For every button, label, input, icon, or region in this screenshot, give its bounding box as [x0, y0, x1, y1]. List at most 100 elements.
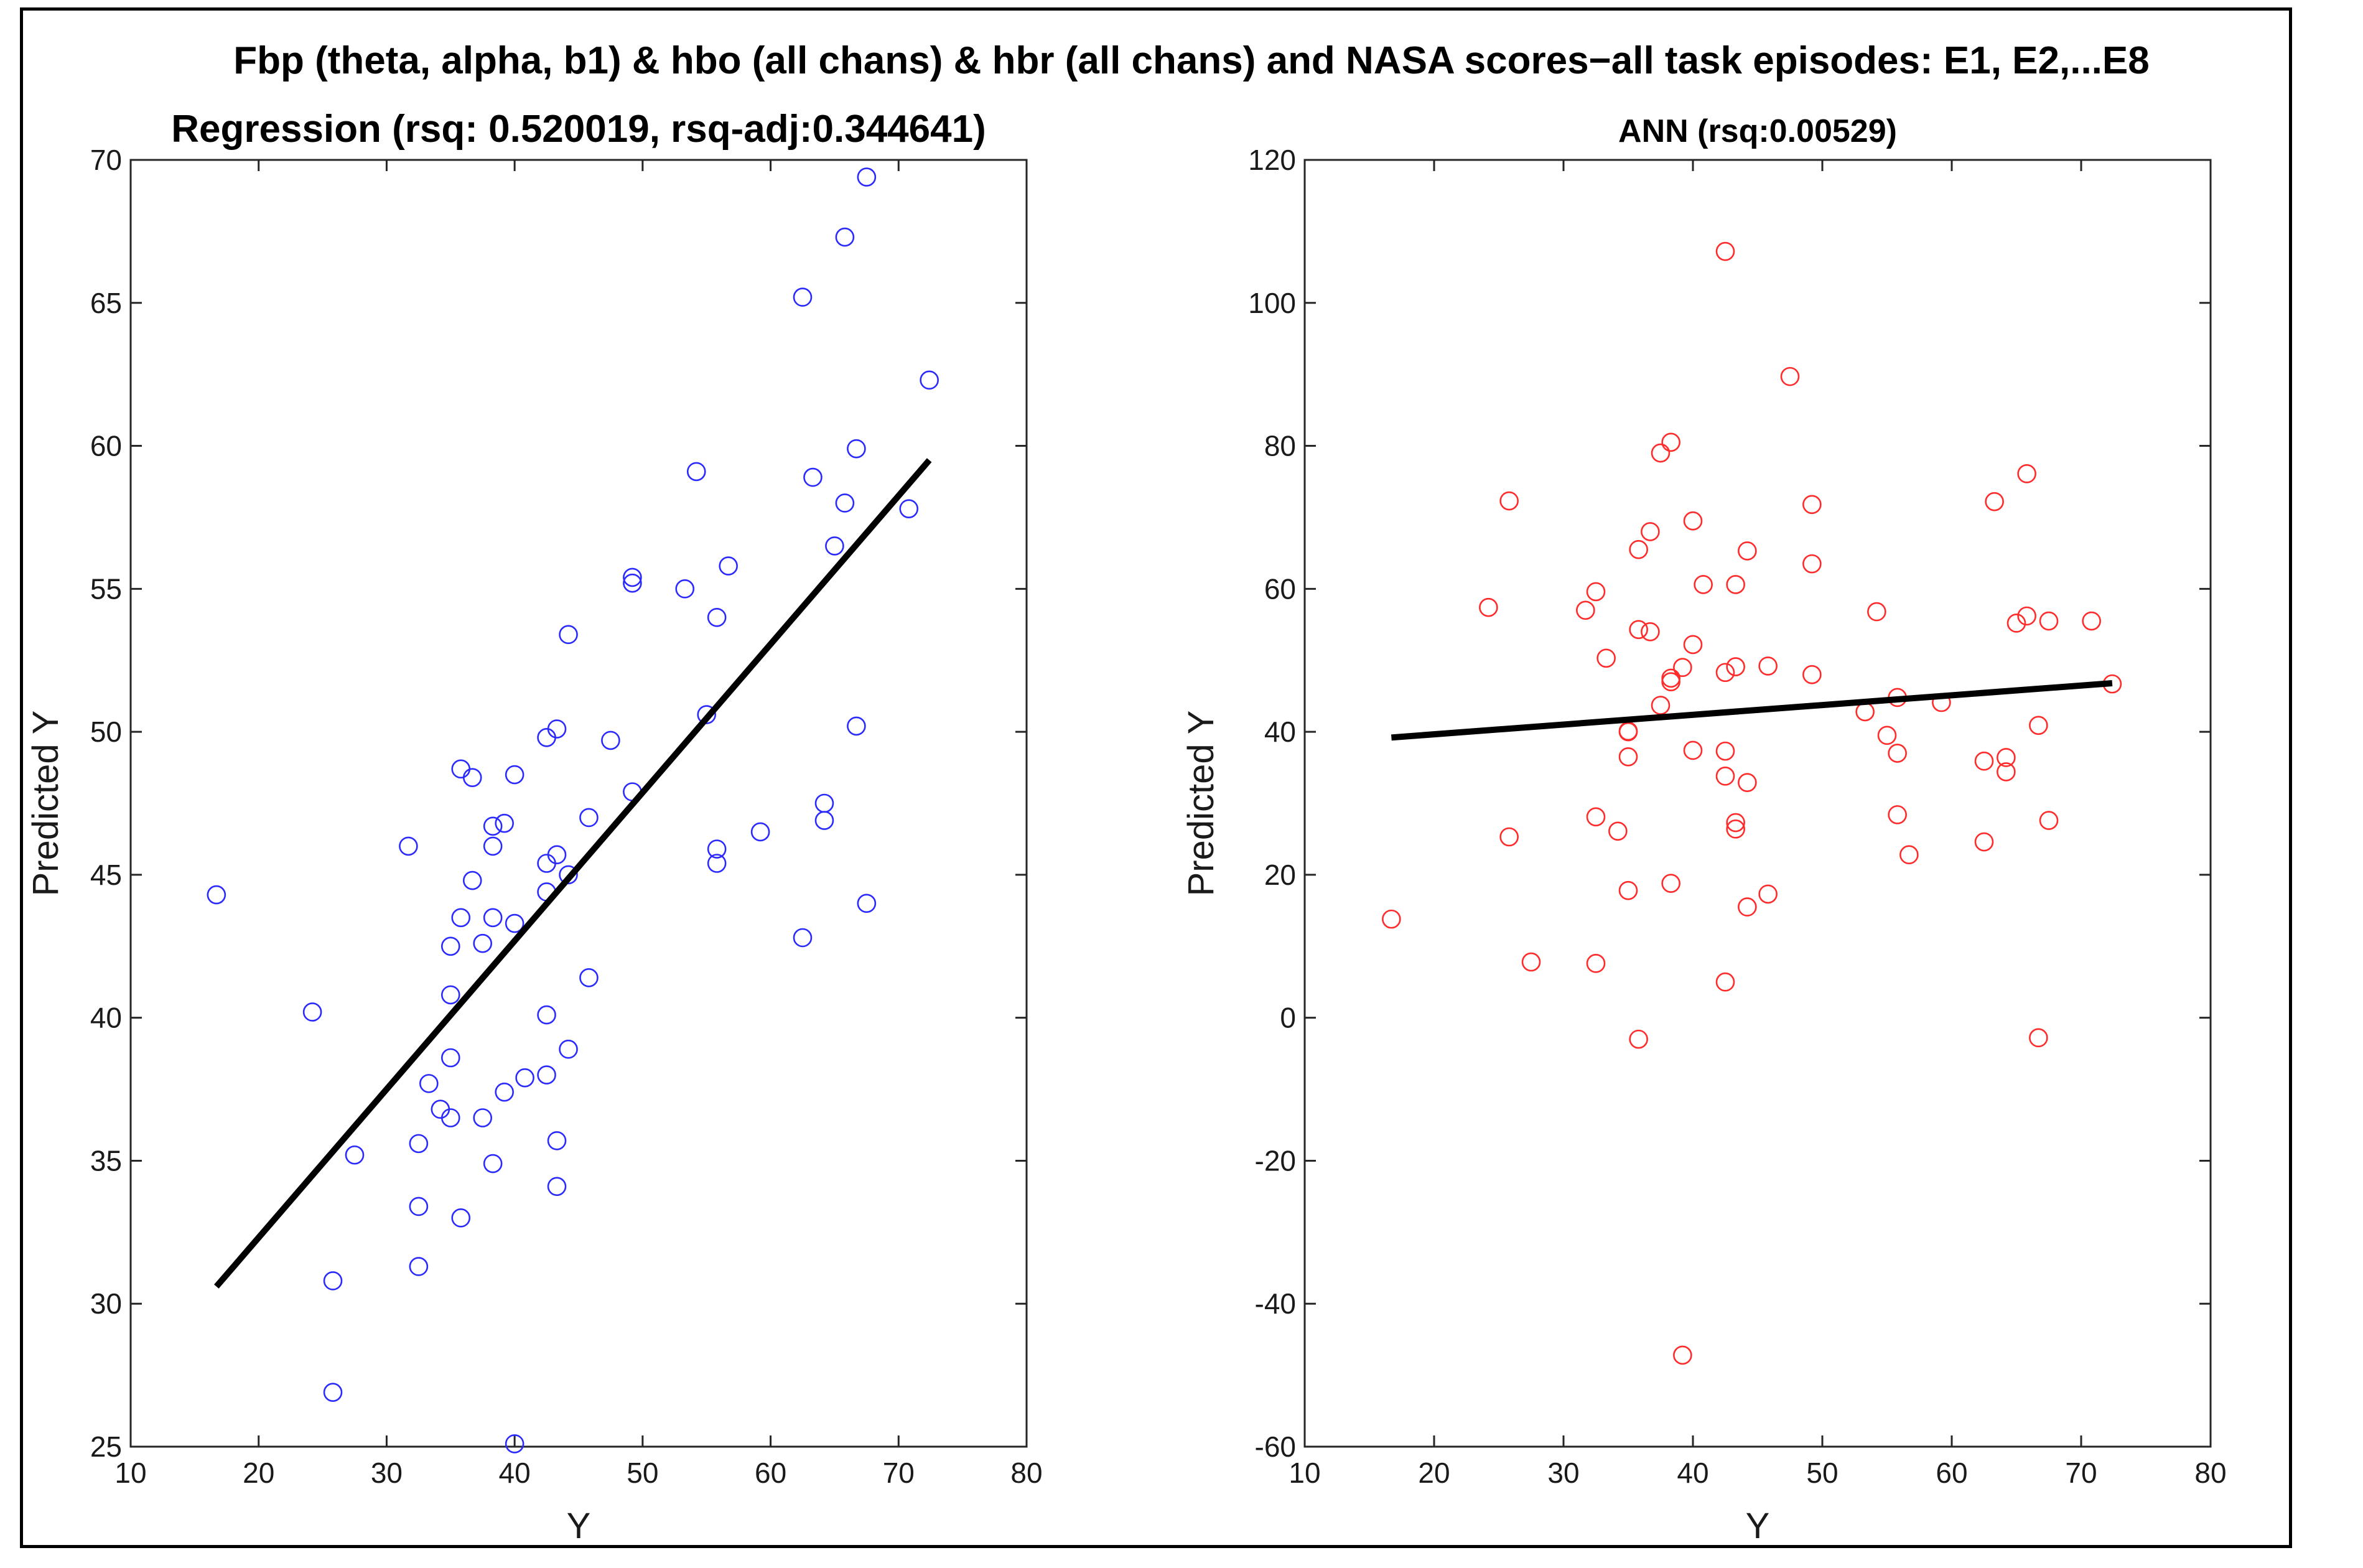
regression-scatter-point — [495, 1082, 514, 1102]
regression-scatter-point — [505, 765, 524, 785]
ann-ytick-label: -60 — [1255, 1430, 1296, 1463]
regression-xtick-label: 50 — [627, 1457, 658, 1489]
regression-scatter-point — [803, 467, 823, 487]
ann-ylabel: Predicted Y — [1181, 711, 1221, 897]
ann-ytick-label: -40 — [1255, 1287, 1296, 1320]
ann-scatter-point — [1997, 748, 2016, 767]
ann-scatter-point — [1802, 554, 1822, 574]
ann-scatter-point — [1673, 1345, 1692, 1365]
ann-scatter-point — [1618, 880, 1638, 900]
ann-scatter-point — [1651, 443, 1671, 463]
regression-scatter-point — [579, 968, 599, 987]
regression-scatter-point — [835, 227, 855, 247]
regression-fit-line — [214, 458, 932, 1289]
regression-scatter-point — [857, 894, 877, 913]
ann-scatter-point — [2017, 606, 2036, 626]
ann-scatter-point — [1758, 656, 1778, 676]
ann-ytick-label: 0 — [1280, 1002, 1296, 1034]
ann-xtick-label: 70 — [2065, 1457, 2097, 1489]
regression-scatter-point — [419, 1074, 439, 1093]
ann-scatter-point — [1651, 696, 1671, 715]
ann-xtick-label: 60 — [1936, 1457, 1967, 1489]
ann-scatter-point — [1715, 767, 1735, 786]
ann-panel: ANN (rsq:0.00529) Y Predicted Y 10 20 30 40… — [1181, 113, 2227, 1546]
ann-scatter-point — [1586, 807, 1606, 827]
ann-scatter-point — [1867, 602, 1886, 622]
ann-ytick-label: 120 — [1248, 144, 1296, 176]
ann-scatter-point — [2039, 811, 2059, 830]
ann-scatter-point — [1641, 522, 1660, 541]
ann-scatter-point — [1629, 620, 1648, 640]
ann-scatter-point — [1888, 805, 1907, 824]
regression-scatter-point — [505, 1434, 524, 1454]
regression-scatter-point — [899, 499, 919, 518]
ann-scatter-point — [1608, 821, 1628, 841]
regression-scatter-point — [483, 836, 503, 856]
ann-scatter-point — [1521, 952, 1541, 972]
ann-scatter-point — [1974, 832, 1994, 852]
regression-scatter-point — [462, 870, 482, 890]
regression-scatter-point — [515, 1068, 534, 1088]
regression-scatter-point — [814, 811, 834, 830]
ann-scatter-point — [1715, 663, 1735, 683]
regression-scatter-point — [686, 462, 706, 482]
ann-scatter-point — [1715, 241, 1735, 261]
ann-xtick-label: 80 — [2194, 1457, 2226, 1489]
regression-ytick-label: 40 — [90, 1002, 122, 1034]
ann-ytick-label: -20 — [1255, 1144, 1296, 1177]
ann-scatter-point — [1726, 819, 1745, 839]
regression-scatter-point — [707, 839, 727, 859]
ann-scatter-point — [1802, 495, 1822, 515]
ann-axes-box — [1303, 159, 2212, 1448]
regression-ytick-label: 35 — [90, 1144, 122, 1177]
regression-scatter-point — [537, 1005, 556, 1025]
regression-scatter-point — [399, 836, 418, 856]
ann-scatter-point — [2029, 1028, 2048, 1048]
regression-scatter-point — [547, 719, 567, 739]
regression-scatter-point — [473, 1108, 493, 1127]
regression-scatter-point — [847, 716, 866, 736]
ann-scatter-point — [1758, 884, 1778, 904]
ann-scatter-point — [1726, 813, 1745, 833]
regression-scatter-point — [440, 936, 460, 956]
ann-scatter-point — [1997, 762, 2016, 782]
regression-scatter-point — [793, 928, 813, 948]
ann-scatter-point — [1888, 744, 1907, 763]
regression-scatter-point — [675, 579, 695, 599]
regression-ytick-label: 25 — [90, 1430, 122, 1463]
regression-scatter-point — [409, 1197, 429, 1216]
ann-scatter-point — [1738, 773, 1757, 792]
ann-scatter-point — [1985, 492, 2004, 511]
regression-scatter-point — [920, 370, 939, 390]
regression-scatter-point — [547, 1131, 567, 1150]
ann-scatter-point — [1499, 827, 1519, 847]
ann-xtick-label: 50 — [1806, 1457, 1838, 1489]
regression-scatter-point — [601, 730, 620, 750]
regression-xtick-label: 20 — [243, 1457, 274, 1489]
regression-axes-box — [129, 159, 1028, 1448]
regression-scatter-point — [440, 1048, 460, 1068]
ann-scatter-point — [1618, 747, 1638, 767]
ann-scatter-point — [1479, 597, 1498, 617]
regression-ytick-label: 55 — [90, 572, 122, 605]
ann-scatter-point — [1673, 658, 1692, 678]
regression-scatter-point — [707, 607, 727, 627]
regression-xtick-label: 10 — [114, 1457, 146, 1489]
ann-scatter-point — [1661, 874, 1680, 893]
ann-scatter-point — [1576, 600, 1595, 620]
ann-scatter-point — [1683, 511, 1703, 531]
regression-xlabel: Y — [567, 1506, 591, 1546]
ann-scatter-point — [1661, 432, 1680, 452]
ann-scatter-point — [1629, 539, 1648, 559]
regression-xtick-label: 30 — [371, 1457, 403, 1489]
ann-scatter-point — [1802, 665, 1822, 684]
regression-scatter-point — [451, 1208, 471, 1228]
regression-scatter-point — [857, 167, 877, 187]
regression-scatter-point — [409, 1134, 429, 1154]
ann-scatter-point — [1726, 575, 1745, 594]
ann-scatter-point — [1738, 541, 1757, 561]
regression-scatter-point — [547, 1177, 567, 1197]
ann-scatter-point — [1738, 897, 1757, 917]
regression-scatter-point — [409, 1257, 429, 1276]
